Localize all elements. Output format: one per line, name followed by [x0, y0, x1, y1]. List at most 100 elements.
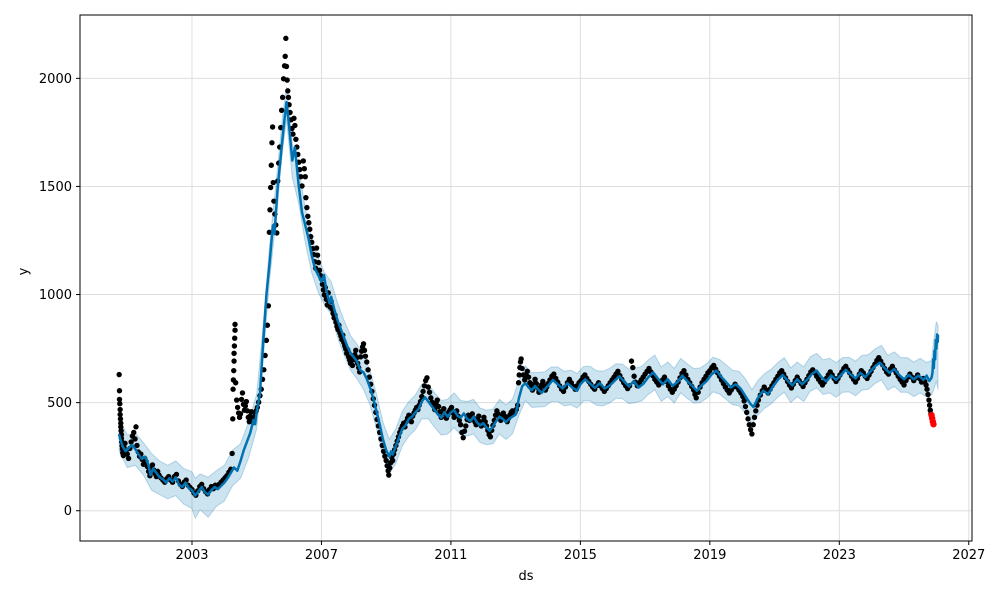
observations-point [389, 457, 396, 464]
observations-point [315, 259, 322, 266]
observations-point [924, 386, 930, 392]
observations-point [243, 398, 250, 405]
observations-point [304, 204, 310, 211]
observations-point [382, 453, 388, 459]
observations-point [292, 122, 298, 129]
observations-point [301, 166, 307, 172]
observations-point [267, 207, 273, 213]
observations-point [183, 477, 189, 483]
observations-point [279, 94, 286, 101]
observations-point [262, 352, 268, 359]
observations-point [457, 421, 464, 428]
y-tick-label: 500 [47, 396, 72, 411]
observations-point [239, 390, 246, 396]
observations-point [290, 131, 296, 137]
observations-point [231, 343, 238, 349]
observations-point [551, 371, 557, 377]
observations-point [628, 358, 635, 364]
uncertainty-band [118, 86, 939, 520]
observations-point [285, 94, 292, 101]
observations-point [314, 252, 321, 258]
observations-point [263, 337, 270, 344]
observations-point [461, 428, 468, 434]
observations-point [518, 356, 524, 362]
anomalies-point [930, 421, 937, 428]
observations-point [230, 386, 236, 392]
observations-point [532, 376, 538, 382]
observations-point [266, 229, 273, 235]
observations-point [481, 414, 487, 421]
observations-point [463, 423, 469, 429]
observations-point [305, 213, 311, 219]
observations-point [231, 350, 237, 357]
observations-point [428, 395, 434, 401]
observations-point [131, 429, 137, 436]
observations-point [232, 335, 238, 341]
observations-point [926, 402, 933, 408]
observations-point [387, 465, 393, 471]
observations-point [117, 411, 123, 418]
observations-point [631, 373, 637, 379]
observations-point [925, 391, 931, 398]
observations-point [516, 372, 522, 378]
observations-point [434, 397, 441, 403]
observations-point [229, 450, 235, 457]
observations-point [118, 424, 124, 430]
observations-point [383, 457, 389, 464]
observations-point [476, 413, 482, 419]
observations-point [741, 398, 747, 404]
observations-point [540, 378, 546, 385]
x-tick-label: 2027 [952, 548, 985, 563]
observations-point [469, 411, 475, 417]
observations-point [362, 353, 369, 359]
observations-point [303, 194, 309, 201]
observations-point [747, 426, 754, 433]
observations-point [271, 198, 277, 204]
observations-point [901, 382, 907, 388]
observations-point [132, 436, 138, 442]
observations-point [231, 358, 237, 364]
y-tick-label: 2000 [39, 72, 72, 87]
observations-point [117, 416, 124, 422]
x-tick-label: 2023 [823, 548, 856, 563]
observations-point [231, 367, 237, 374]
x-tick-label: 2011 [434, 548, 467, 563]
observations-point [122, 440, 128, 446]
observations-point [293, 136, 299, 143]
observations-point [753, 408, 759, 414]
observations-point [353, 347, 359, 354]
observations-point [366, 374, 373, 380]
observations-point [291, 115, 297, 122]
observations-point [693, 395, 699, 401]
observations-point [116, 396, 123, 403]
observations-point [615, 368, 621, 374]
observations-point [173, 471, 180, 478]
observations-point [426, 389, 433, 395]
x-tick-label: 2007 [305, 548, 338, 563]
observations-point [435, 403, 442, 410]
plot-border [79, 14, 973, 542]
observations-point [267, 184, 274, 191]
observations-point [524, 368, 530, 374]
observations-point [519, 365, 525, 372]
observations-point [238, 396, 245, 403]
forecast-yhat-line [117, 100, 940, 497]
x-tick-label: 2003 [175, 548, 208, 563]
observations-point [750, 421, 756, 428]
observations-point [441, 405, 447, 412]
observations-point [745, 416, 751, 422]
observations-point [232, 327, 238, 333]
observations-point [269, 124, 276, 130]
observations-point [284, 77, 290, 83]
observations-point [117, 401, 123, 407]
observations-point [681, 367, 687, 374]
observations-point [361, 347, 368, 354]
observations-point [128, 439, 134, 445]
y-axis-label: y [16, 267, 32, 276]
observations-point [744, 409, 750, 416]
observations-point [487, 434, 494, 440]
observations-point [116, 388, 123, 394]
y-tick-label: 0 [64, 504, 72, 519]
